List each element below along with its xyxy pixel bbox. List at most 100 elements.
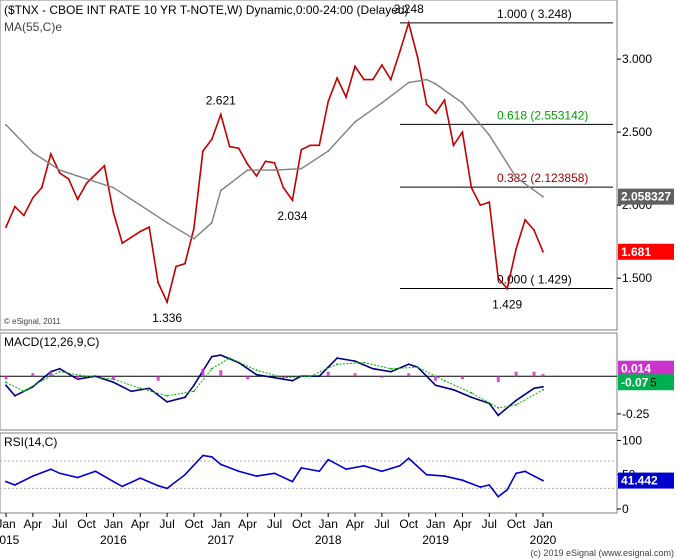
- data-point: [23, 390, 25, 393]
- data-point: [533, 229, 535, 231]
- data-point: [40, 186, 43, 189]
- data-point: [121, 485, 124, 488]
- footer-copyright: (c) 2019 eSignal (www.esignal.com): [530, 548, 674, 558]
- data-point: [488, 201, 491, 204]
- data-point: [363, 78, 365, 81]
- data-point: [461, 479, 464, 482]
- series-line-macd: [5, 354, 544, 417]
- esignal-watermark: © eSignal, 2011: [4, 317, 61, 326]
- data-point: [166, 400, 169, 403]
- data-point: [542, 250, 544, 253]
- data-point: [228, 145, 231, 148]
- data-point: [273, 472, 276, 475]
- data-point: [381, 102, 383, 104]
- data-point: [425, 473, 428, 476]
- macd-histogram-bar: [496, 376, 500, 383]
- data-point: [193, 384, 195, 387]
- data-point: [175, 265, 177, 268]
- data-point: [372, 367, 374, 370]
- data-point: [452, 388, 455, 391]
- data-point: [345, 96, 347, 98]
- data-point: [210, 355, 213, 358]
- data-point: [255, 369, 258, 372]
- data-point: [515, 403, 518, 406]
- data-point: [497, 495, 500, 498]
- data-point: [14, 394, 16, 397]
- data-point: [443, 475, 446, 477]
- data-point: [85, 375, 88, 378]
- extreme-annotation: 3.248: [394, 2, 424, 16]
- data-point: [488, 134, 491, 136]
- data-point: [542, 388, 544, 391]
- data-point: [139, 387, 142, 390]
- data-point: [291, 480, 294, 483]
- data-point: [398, 464, 401, 467]
- data-point: [354, 121, 356, 123]
- cut-off-tag: 5: [650, 375, 657, 389]
- macd-histogram-bar: [76, 376, 80, 380]
- data-point: [121, 242, 124, 245]
- data-point: [363, 464, 365, 467]
- data-point: [309, 375, 312, 378]
- x-tick-label: Apr: [346, 517, 365, 531]
- macd-histogram-bar: [49, 371, 53, 377]
- data-point: [470, 396, 473, 399]
- data-point: [166, 487, 169, 490]
- macd-histogram-bar: [246, 376, 250, 380]
- data-point: [318, 375, 321, 378]
- data-point: [58, 169, 61, 172]
- data-point: [479, 204, 482, 207]
- data-point: [210, 367, 213, 370]
- price-tag-box: [618, 188, 674, 205]
- data-point: [184, 262, 186, 265]
- x-tick-label: Jul: [52, 517, 67, 531]
- y-tick-label: 0: [622, 502, 629, 516]
- data-point: [255, 373, 258, 376]
- data-point: [470, 186, 473, 189]
- data-point: [273, 169, 276, 172]
- data-point: [67, 177, 70, 180]
- macd-histogram-bar: [156, 376, 160, 381]
- data-point: [407, 363, 410, 366]
- price-tag-box: [618, 472, 674, 489]
- data-point: [49, 153, 52, 155]
- data-point: [85, 177, 88, 180]
- macd-histogram-bar: [460, 376, 464, 380]
- data-point: [210, 138, 213, 141]
- macd-histogram-bar: [326, 371, 330, 377]
- x-tick-label: Apr: [131, 517, 150, 531]
- data-point: [210, 221, 213, 224]
- x-year-label: 2020: [530, 533, 557, 547]
- data-point: [452, 144, 455, 147]
- data-point: [210, 455, 213, 458]
- rsi-gridlines: [0, 460, 617, 489]
- data-point: [542, 479, 544, 482]
- macd-histogram-bar: [31, 373, 35, 377]
- data-point: [49, 468, 52, 471]
- data-point: [398, 50, 401, 53]
- data-point: [23, 214, 25, 217]
- data-point: [542, 385, 544, 388]
- extreme-annotation: 2.034: [277, 209, 307, 223]
- data-point: [389, 370, 392, 373]
- macd-histogram-bar: [201, 368, 205, 377]
- price-tag-label: 2.058327: [621, 190, 671, 204]
- data-point: [506, 287, 509, 290]
- x-tick-label: Apr: [24, 517, 43, 531]
- data-point: [264, 160, 267, 163]
- x-tick-label: Oct: [185, 517, 204, 531]
- data-point: [291, 199, 294, 202]
- x-tick-label: Oct: [292, 517, 311, 531]
- y-tick-label: -0.25: [622, 407, 650, 421]
- data-point: [103, 164, 106, 167]
- data-point: [461, 131, 464, 134]
- extreme-annotation: 1.336: [152, 311, 182, 325]
- data-point: [31, 196, 34, 199]
- data-point: [354, 65, 356, 68]
- data-point: [533, 475, 535, 477]
- data-point: [255, 175, 258, 177]
- data-point: [228, 357, 231, 360]
- data-point: [166, 394, 169, 397]
- data-point: [219, 113, 222, 116]
- data-point: [282, 186, 285, 189]
